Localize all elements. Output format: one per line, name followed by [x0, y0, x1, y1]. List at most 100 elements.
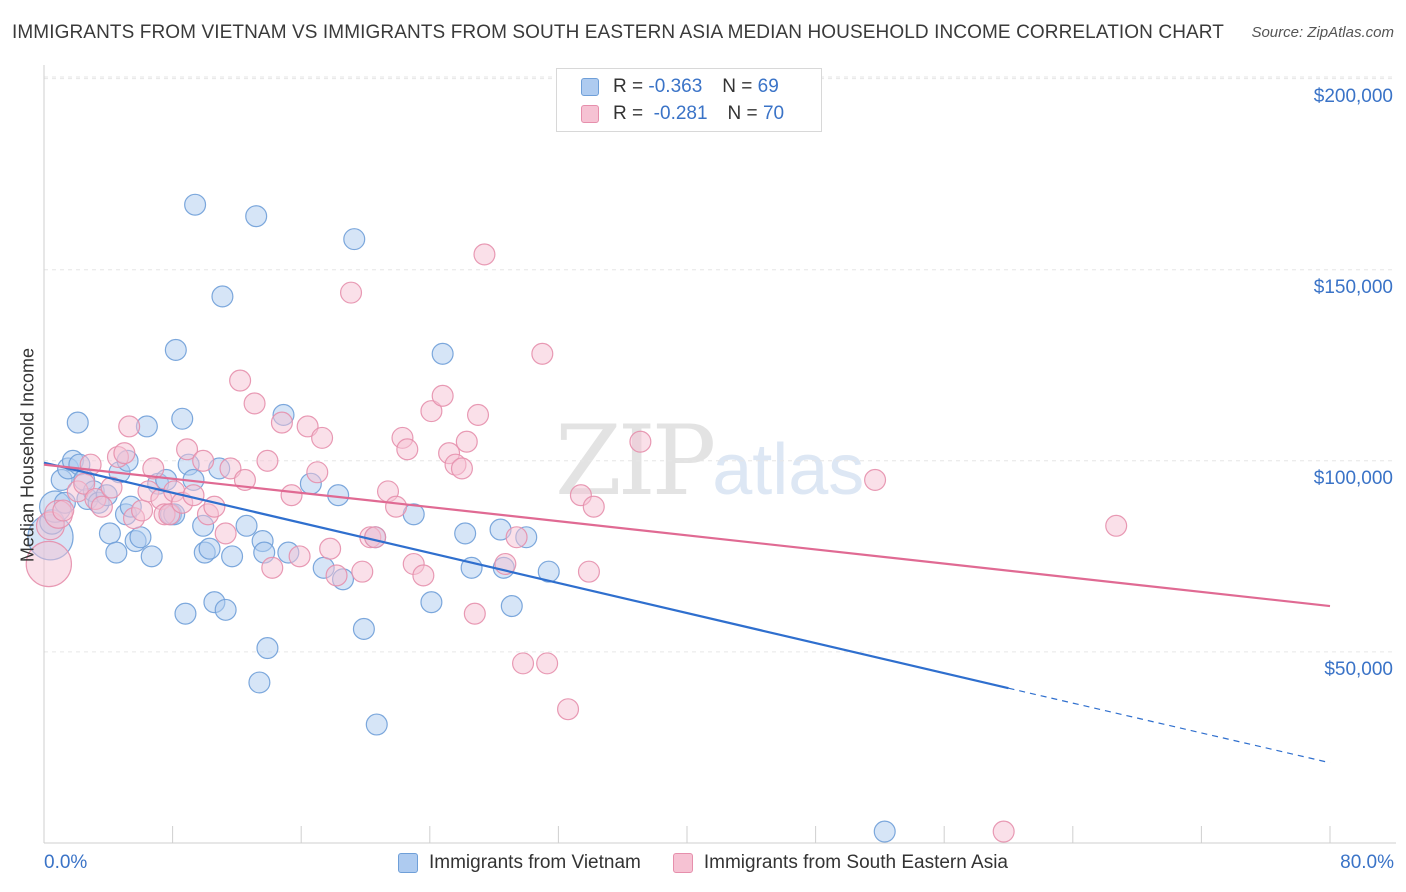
sea-point: [325, 564, 348, 587]
vietnam-point: [873, 820, 896, 843]
sea-point: [319, 537, 342, 560]
vietnam-point: [245, 205, 268, 228]
legend-swatch-vietnam: [581, 78, 599, 96]
vietnam-point: [129, 526, 152, 549]
vietnam-point: [198, 537, 221, 560]
vietnam-point: [460, 556, 483, 579]
series-swatch-sea: [672, 853, 693, 873]
sea-point: [288, 545, 311, 568]
sea-point: [450, 457, 473, 480]
vietnam-point: [164, 338, 187, 361]
vietnam-point: [214, 598, 237, 621]
vietnam-point: [454, 522, 477, 545]
sea-point: [131, 499, 154, 522]
x-tick-label-max: 80.0%: [1340, 852, 1394, 873]
sea-point: [270, 411, 293, 434]
sea-point: [466, 403, 490, 426]
series-legend: Immigrants from Vietnam Immigrants from …: [0, 852, 1406, 874]
y-tick-label-150000: $150,000: [1313, 277, 1393, 298]
y-axis-label: Median Household Income: [17, 347, 38, 563]
vietnam-point: [98, 522, 121, 545]
sea-point: [463, 602, 486, 625]
series-swatch-vietnam: [397, 853, 418, 873]
sea-point: [219, 457, 242, 480]
sea-point: [229, 369, 252, 392]
vietnam-point: [537, 560, 560, 583]
vietnam-point: [352, 617, 375, 641]
legend-n-label: N =: [722, 76, 753, 97]
sea-point: [531, 342, 554, 365]
sea-point: [100, 476, 123, 499]
sea-point: [203, 495, 226, 518]
sea-point: [412, 564, 435, 587]
sea-point: [52, 499, 75, 522]
vietnam-point: [420, 591, 443, 614]
sea-point: [176, 438, 199, 461]
series-legend-item-sea: Immigrants from South Eastern Asia: [672, 852, 1008, 874]
legend-r-label: R =: [613, 76, 644, 97]
legend-n-label: N =: [727, 103, 758, 124]
sea-point: [243, 392, 266, 415]
sea-point: [864, 468, 887, 491]
sea-point: [505, 526, 528, 549]
sea-point: [364, 526, 387, 549]
vietnam-point: [211, 285, 234, 308]
vietnam-point: [105, 541, 128, 564]
x-tick-label-min: 0.0%: [44, 852, 88, 873]
vietnam-point: [140, 545, 163, 568]
sea-point: [256, 449, 279, 472]
legend-row-vietnam: R = -0.363 N = 69: [581, 75, 779, 99]
sea-point: [280, 484, 303, 507]
sea-point: [261, 556, 284, 579]
sea-point: [296, 415, 319, 438]
vietnam-point: [235, 514, 258, 537]
vietnam-point: [184, 193, 207, 216]
legend-n-value-vietnam: 69: [757, 76, 779, 97]
sea-point: [512, 652, 535, 675]
sea-point: [214, 522, 237, 545]
stats-legend: R = -0.363 N = 69 R = -0.281 N = 70: [556, 68, 822, 132]
sea-point: [90, 495, 113, 518]
sea-point: [192, 449, 215, 472]
vietnam-point: [248, 671, 271, 694]
vietnam-point: [66, 411, 89, 434]
sea-point: [1105, 514, 1128, 537]
vietnam-point: [500, 595, 523, 618]
vietnam-point: [431, 342, 454, 365]
vietnam-point: [343, 228, 366, 251]
sea-trend-line: [43, 463, 1331, 608]
y-tick-label-100000: $100,000: [1313, 468, 1393, 489]
vietnam-trend-extension: [1008, 687, 1331, 764]
sea-point: [431, 384, 454, 407]
legend-r-value-sea: -0.281: [653, 103, 708, 124]
legend-r-value-vietnam: -0.363: [648, 76, 703, 97]
legend-row-sea: R = -0.281 N = 70: [581, 102, 784, 126]
series-legend-label-vietnam: Immigrants from Vietnam: [428, 852, 641, 873]
sea-point: [142, 457, 165, 480]
y-tick-label-50000: $50,000: [1324, 659, 1393, 680]
sea-point: [351, 560, 374, 583]
vietnam-point: [174, 602, 197, 625]
legend-swatch-sea: [581, 105, 599, 123]
sea-point: [311, 426, 334, 449]
sea-point: [385, 495, 408, 518]
sea-point: [582, 495, 605, 518]
vietnam-point: [256, 637, 279, 660]
sea-point: [396, 438, 419, 461]
sea-point: [118, 415, 141, 438]
vietnam-point: [171, 407, 194, 430]
vietnam-trend-line: [43, 461, 1009, 690]
y-tick-label-200000: $200,000: [1313, 86, 1393, 107]
sea-point: [992, 820, 1015, 843]
sea-point: [577, 560, 600, 583]
sea-point: [536, 652, 559, 675]
sea-point: [339, 281, 363, 304]
source-credit: Source: ZipAtlas.com: [1251, 24, 1394, 41]
legend-r-label: R =: [613, 103, 644, 124]
sea-point: [629, 430, 652, 453]
sea-point: [473, 243, 496, 266]
sea-point: [306, 461, 329, 484]
series-legend-label-sea: Immigrants from South Eastern Asia: [703, 852, 1008, 873]
sea-point: [25, 540, 73, 588]
